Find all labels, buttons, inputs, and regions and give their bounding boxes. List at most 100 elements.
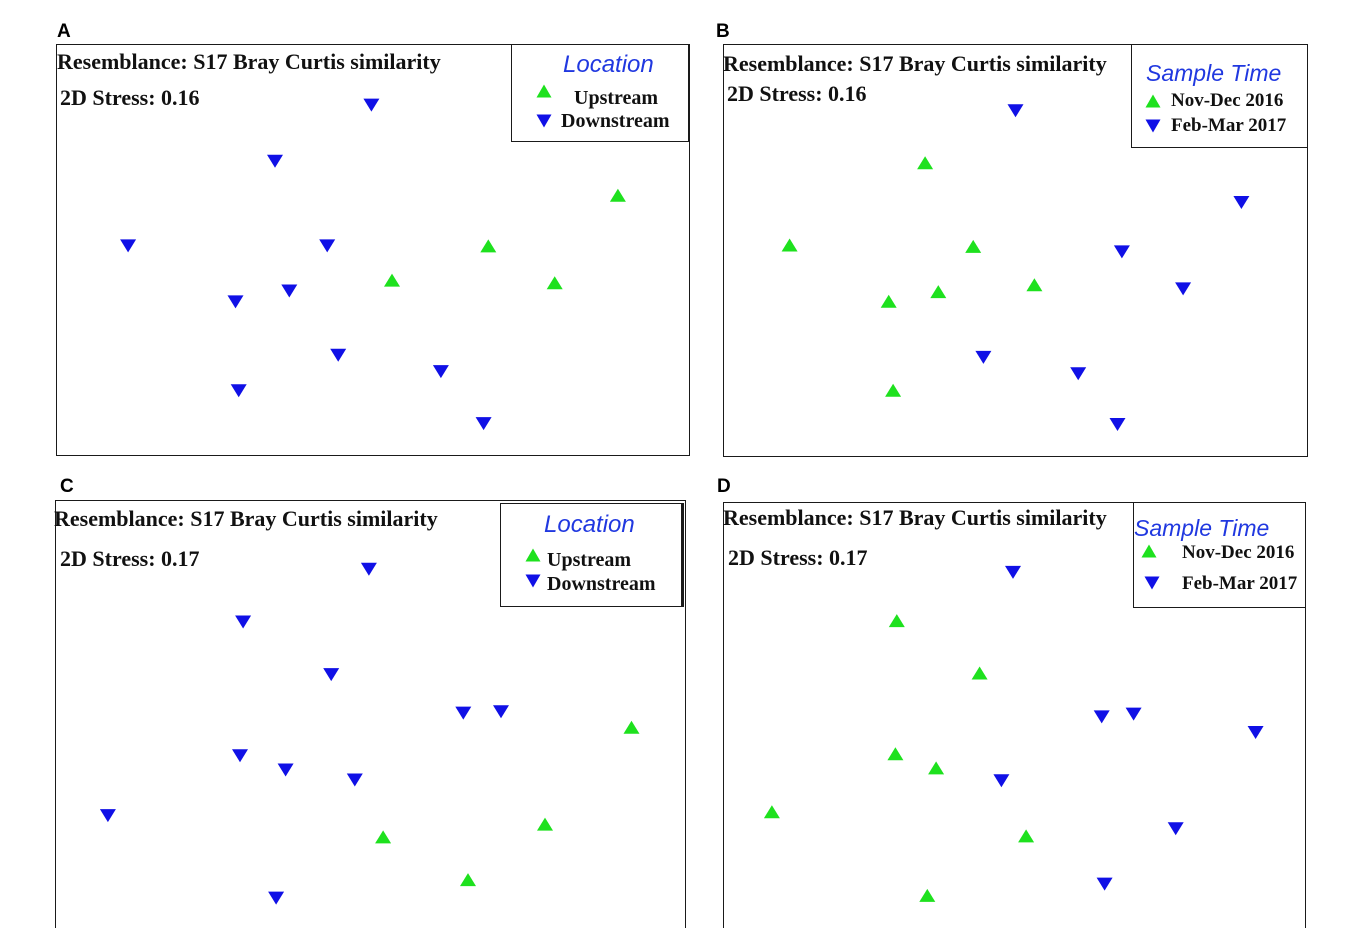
downstream-point: [346, 773, 363, 787]
legend: Location Upstream Downstream: [500, 503, 684, 607]
stress-annotation: 2D Stress: 0.16: [727, 81, 867, 106]
downstream-point: [120, 239, 137, 253]
downstream-point: [323, 668, 340, 682]
downstream-point: [493, 705, 509, 719]
legend-marker-fill: [1141, 544, 1157, 558]
downstream-point: [319, 239, 336, 253]
legend-label-downstream: Downstream: [561, 110, 670, 132]
chart-title: Resemblance: S17 Bray Curtis similarity: [54, 506, 438, 531]
feb-mar-2017-point: [1005, 565, 1021, 579]
upstream-point: [623, 720, 640, 734]
nov-dec-2016-point: [1026, 278, 1043, 292]
plot-frame: [55, 500, 686, 928]
feb-mar-2017-point: [1113, 245, 1130, 259]
scatter-plot: [763, 565, 1264, 902]
downstream-point: [235, 615, 252, 629]
downstream-point: [330, 348, 347, 362]
legend: Sample Time Nov-Dec 2016 Feb-Mar 2017: [1133, 502, 1306, 608]
legend-label-upstream: Upstream: [547, 549, 632, 571]
nov-dec-2016-point: [781, 238, 798, 252]
nov-dec-2016-point: [880, 294, 897, 308]
nov-dec-2016-point: [1018, 829, 1035, 843]
triangle-down-icon: [1145, 119, 1161, 133]
downstream-point: [277, 763, 294, 777]
upstream-point: [537, 817, 553, 831]
feb-mar-2017-point: [1093, 710, 1110, 724]
feb-mar-2017-point: [975, 350, 992, 364]
upstream-point: [546, 276, 563, 290]
legend: Location Upstream Downstream: [511, 44, 689, 142]
nov-dec-2016-point: [763, 805, 780, 819]
stress-annotation: 2D Stress: 0.17: [60, 546, 200, 571]
downstream-point: [267, 154, 283, 168]
legend-title: Sample Time: [1146, 60, 1282, 86]
downstream-point: [99, 809, 116, 823]
downstream-point: [455, 706, 472, 720]
legend-title: Location: [563, 51, 654, 78]
downstream-point: [232, 749, 248, 763]
triangle-up-icon: [525, 548, 541, 562]
downstream-point: [230, 384, 247, 398]
feb-mar-2017-point: [1109, 418, 1126, 431]
plot-frame: [56, 44, 690, 456]
downstream-point: [432, 365, 449, 379]
feb-mar-2017-point: [1125, 707, 1142, 721]
nov-dec-2016-point: [888, 614, 905, 628]
nov-dec-2016-point: [965, 239, 982, 253]
legend-marker-fill: [1145, 119, 1161, 133]
scatter-plot: [99, 562, 640, 905]
nov-dec-2016-point: [928, 761, 945, 775]
downstream-point: [268, 891, 285, 905]
feb-mar-2017-point: [1175, 282, 1192, 296]
legend-title: Location: [544, 511, 635, 538]
nov-dec-2016-point: [971, 666, 988, 680]
feb-mar-2017-point: [1007, 104, 1024, 118]
feb-mar-2017-point: [1096, 877, 1113, 891]
panel-label: C: [60, 476, 74, 497]
legend-label-nov-dec-2016: Nov-Dec 2016: [1182, 542, 1295, 563]
triangle-down-icon: [536, 114, 552, 128]
upstream-point: [375, 830, 392, 844]
triangle-down-icon: [525, 574, 541, 588]
nov-dec-2016-point: [919, 888, 936, 902]
upstream-point: [460, 873, 476, 887]
panel-label: D: [717, 476, 731, 497]
plot-frame: [723, 44, 1308, 457]
stress-annotation: 2D Stress: 0.17: [728, 545, 868, 570]
nov-dec-2016-point: [885, 383, 902, 397]
legend-label-downstream: Downstream: [547, 573, 656, 595]
panel-label: A: [57, 21, 71, 42]
upstream-point: [480, 239, 497, 253]
triangle-down-icon: [1144, 576, 1160, 590]
feb-mar-2017-point: [993, 774, 1010, 788]
nov-dec-2016-point: [917, 156, 934, 170]
nov-dec-2016-point: [887, 747, 904, 761]
downstream-point: [475, 417, 492, 431]
legend-marker-fill: [1145, 94, 1161, 108]
legend-marker-fill: [536, 84, 552, 98]
downstream-point: [281, 284, 298, 298]
scatter-plot: [120, 98, 626, 431]
legend-marker-fill: [525, 574, 541, 588]
stress-annotation: 2D Stress: 0.16: [60, 85, 200, 110]
triangle-up-icon: [1145, 94, 1161, 108]
feb-mar-2017-point: [1070, 367, 1087, 381]
triangle-up-icon: [1141, 544, 1157, 558]
scatter-plot: [781, 104, 1250, 431]
legend-marker-fill: [536, 114, 552, 128]
chart-title: Resemblance: S17 Bray Curtis similarity: [723, 51, 1107, 76]
downstream-point: [363, 98, 380, 112]
chart-title: Resemblance: S17 Bray Curtis similarity: [57, 49, 441, 74]
panel-label: B: [716, 21, 730, 42]
feb-mar-2017-point: [1233, 196, 1250, 209]
legend-label-feb-mar-2017: Feb-Mar 2017: [1171, 115, 1287, 136]
legend: Sample Time Nov-Dec 2016 Feb-Mar 2017: [1131, 44, 1308, 148]
chart-title: Resemblance: S17 Bray Curtis similarity: [723, 505, 1107, 530]
triangle-up-icon: [536, 84, 552, 98]
downstream-point: [360, 562, 377, 576]
legend-label-nov-dec-2016: Nov-Dec 2016: [1171, 90, 1284, 111]
feb-mar-2017-point: [1247, 726, 1264, 739]
legend-marker-fill: [1144, 576, 1160, 590]
nov-dec-2016-point: [930, 285, 947, 299]
feb-mar-2017-point: [1167, 822, 1184, 836]
